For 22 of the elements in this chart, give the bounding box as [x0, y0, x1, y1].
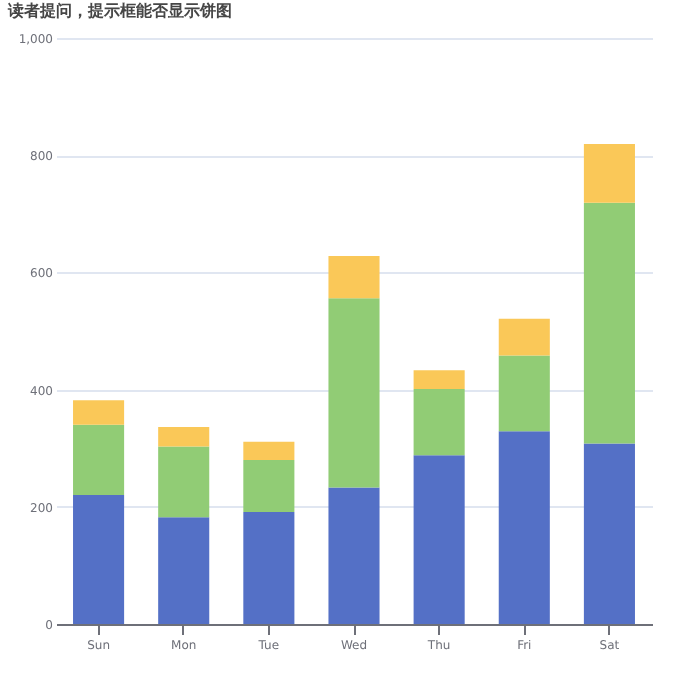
bar	[243, 459, 295, 513]
bar	[498, 318, 550, 356]
bar	[73, 495, 125, 624]
bar	[158, 517, 210, 624]
chart-title: 读者提问，提示框能否显示饼图	[6, 2, 232, 20]
bar	[413, 455, 465, 624]
bar	[328, 298, 380, 488]
bar	[73, 424, 125, 496]
bar	[498, 431, 550, 624]
bar	[328, 255, 380, 299]
bar	[158, 427, 210, 447]
bar	[73, 400, 125, 425]
bar	[413, 389, 465, 456]
bar	[498, 355, 550, 432]
bar	[328, 487, 380, 624]
bar	[583, 443, 635, 624]
bar	[583, 202, 635, 444]
bar	[158, 446, 210, 518]
bar	[243, 512, 295, 624]
bar	[413, 370, 465, 390]
bar	[243, 441, 295, 460]
bar	[583, 144, 635, 203]
